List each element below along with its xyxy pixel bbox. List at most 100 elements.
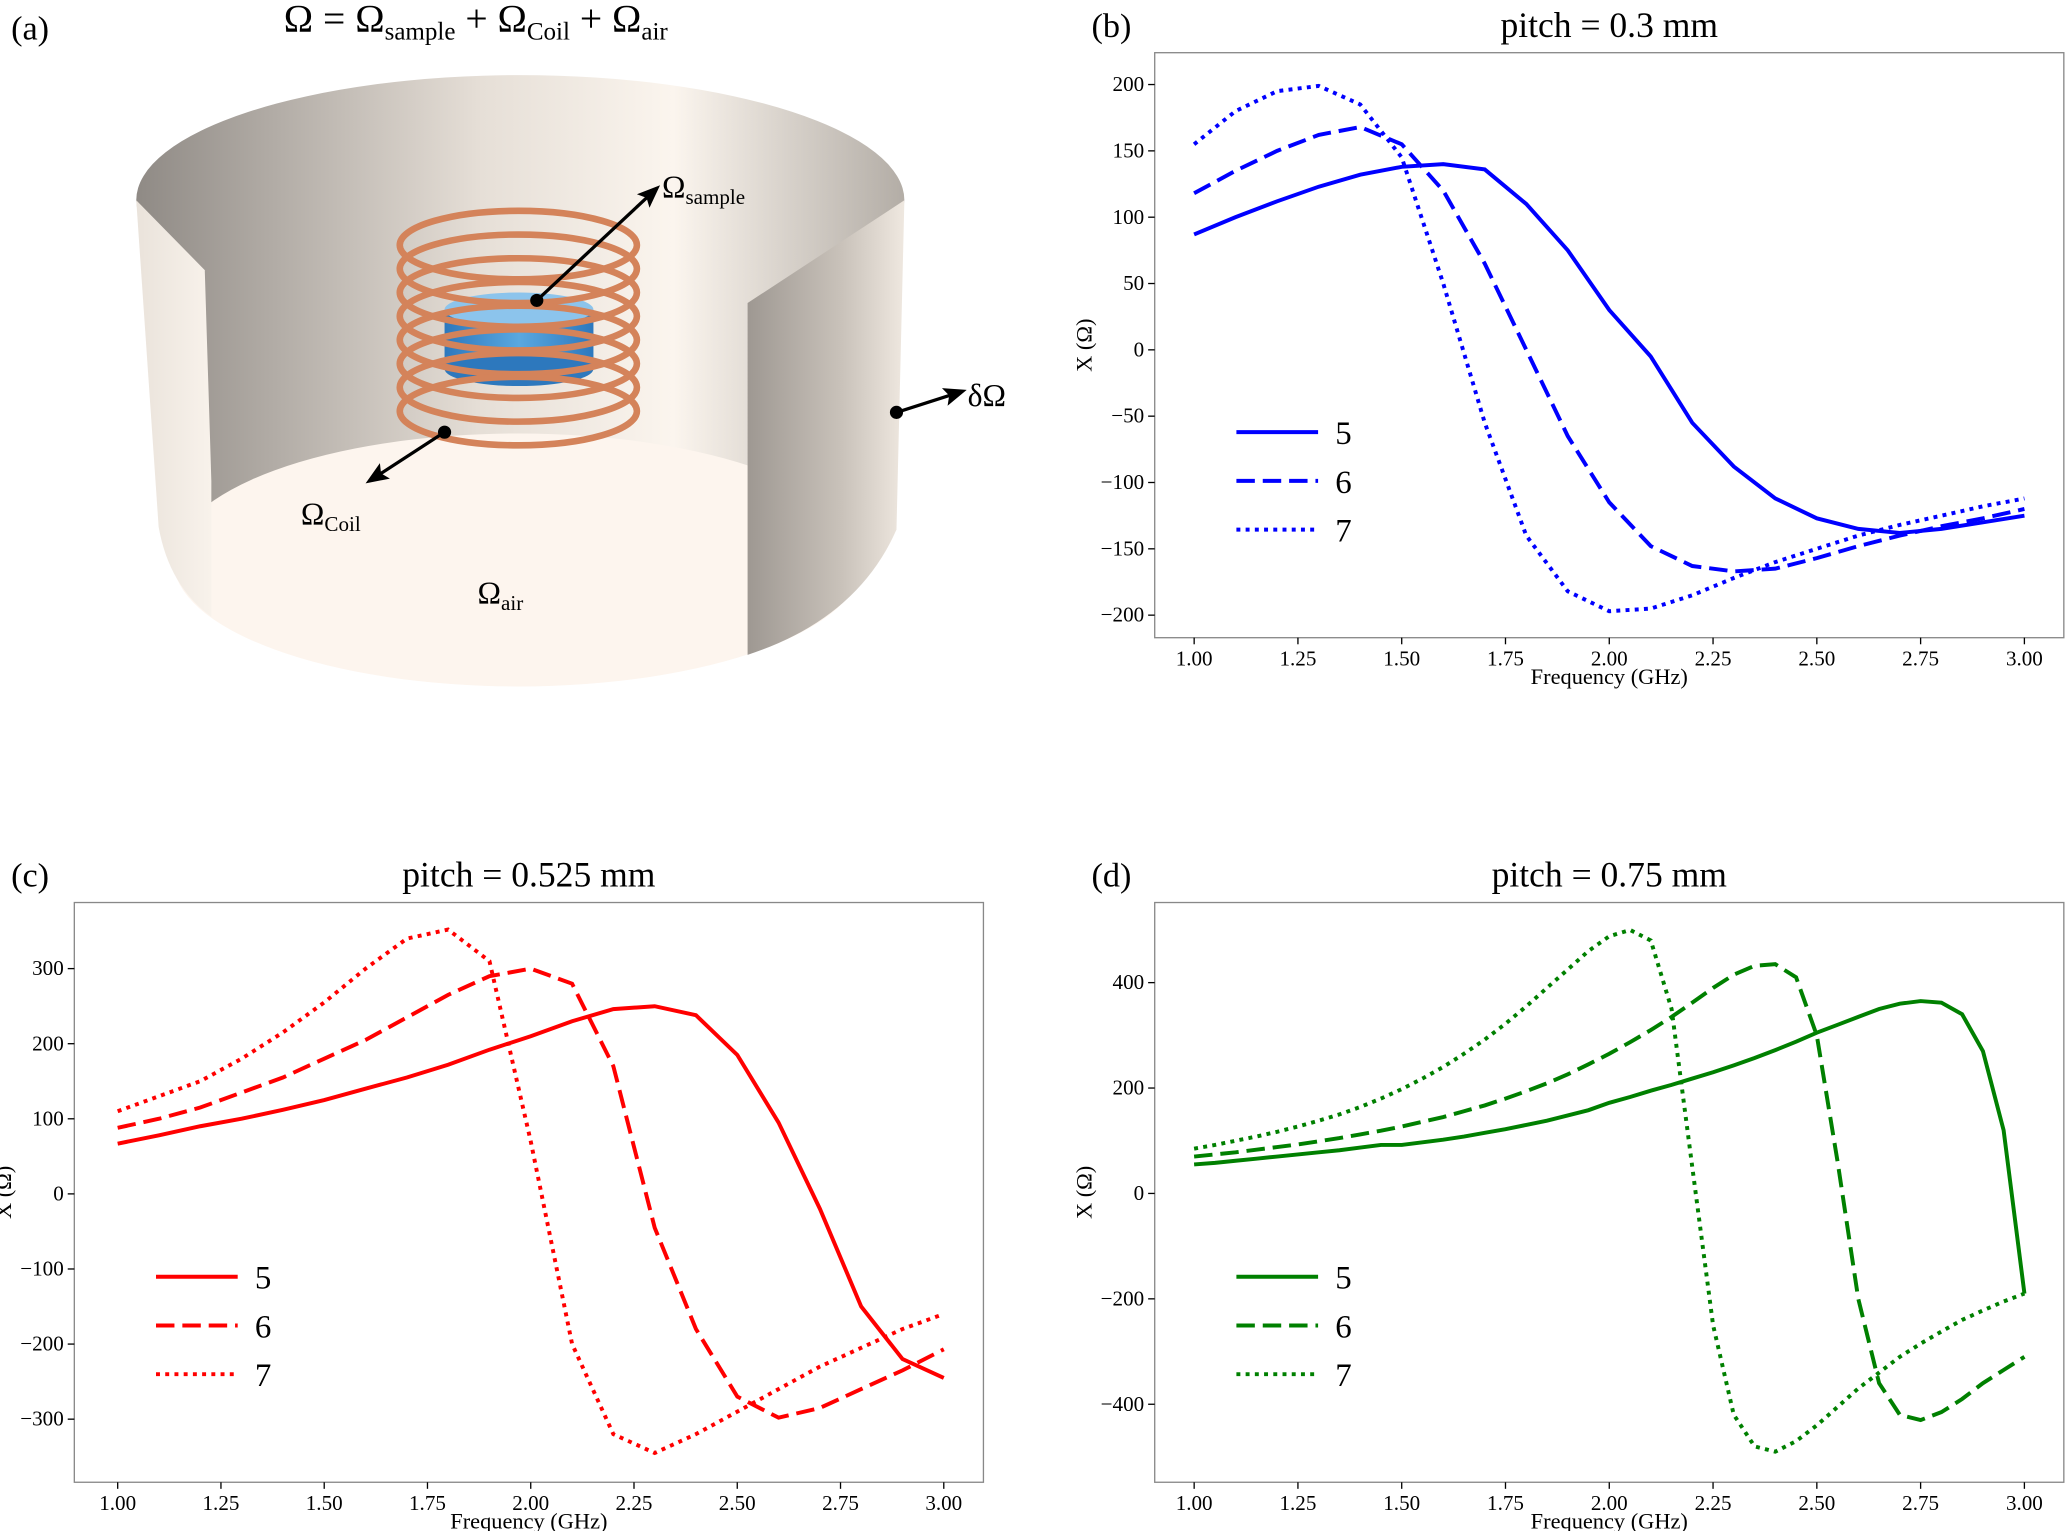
- arrows: [365, 185, 967, 484]
- series-line: [1192, 83, 2025, 614]
- y-tick-label: 200: [1113, 72, 1145, 96]
- y-tick-label: −150: [1101, 536, 1145, 560]
- x-tick-label: 2.50: [1798, 1491, 1835, 1515]
- legend-label: 6: [1335, 1309, 1351, 1345]
- panel-label: (d): [1091, 857, 1131, 895]
- y-tick-label: −300: [20, 1407, 64, 1431]
- legend-label: 6: [255, 1309, 271, 1345]
- legend-label: 5: [255, 1261, 271, 1297]
- x-tick-label: 1.75: [1487, 1491, 1524, 1515]
- x-tick-label: 1.25: [1279, 1491, 1316, 1515]
- legend-label: 6: [1335, 465, 1351, 501]
- x-tick-label: 2.00: [1591, 646, 1628, 670]
- equation-text: + Ω: [455, 0, 526, 41]
- y-tick-label: −100: [1101, 470, 1145, 494]
- x-tick-label: 1.00: [1176, 1491, 1213, 1515]
- x-tick-label: 3.00: [2006, 1491, 2043, 1515]
- y-tick-label: 200: [1113, 1076, 1145, 1100]
- boundary-label: δΩ: [968, 378, 1006, 413]
- series-line: [1193, 927, 2026, 1454]
- equation-text: + Ω: [570, 0, 641, 41]
- y-tick-label: −200: [1101, 603, 1145, 627]
- x-tick-label: 1.75: [409, 1491, 446, 1515]
- chart: (d) pitch = 0.75 mm Frequency (GHz) X (Ω) 1.…: [1071, 855, 2065, 1531]
- y-tick-label: 400: [1113, 970, 1145, 994]
- y-axis-label: X (Ω): [1071, 319, 1096, 372]
- arrow-dots: [437, 293, 904, 439]
- equation-text: Ω = Ω: [284, 0, 385, 41]
- y-tick-label: 100: [1113, 205, 1145, 229]
- sample-label: Ωsample: [662, 170, 745, 210]
- x-tick-label: 1.00: [99, 1491, 136, 1515]
- x-tick-label: 3.00: [925, 1491, 962, 1515]
- subscript: air: [501, 591, 523, 615]
- legend-label: 7: [255, 1358, 271, 1394]
- x-tick-label: 2.25: [616, 1491, 653, 1515]
- x-axis-label: Frequency (GHz): [1531, 664, 1688, 689]
- plot-frame: [1154, 901, 2065, 1483]
- x-tick-label: 2.75: [822, 1491, 859, 1515]
- series-line: [117, 1004, 945, 1380]
- y-tick-label: −400: [1101, 1392, 1145, 1416]
- y-tick-label: −200: [20, 1332, 64, 1356]
- subscript: Coil: [324, 512, 360, 536]
- panel-label: (a): [11, 10, 49, 48]
- panel-label: (b): [1091, 7, 1131, 45]
- subscript: sample: [685, 185, 745, 209]
- y-axis-label: X (Ω): [1071, 1166, 1096, 1219]
- y-tick-label: 200: [32, 1031, 64, 1055]
- series-line: [116, 927, 945, 1456]
- y-tick-label: 100: [32, 1106, 64, 1130]
- y-tick-label: −100: [20, 1257, 64, 1281]
- equation-sub: sample: [385, 19, 456, 46]
- x-tick-label: 2.75: [1902, 646, 1939, 670]
- plot-frame: [73, 901, 985, 1483]
- y-tick-label: 150: [1113, 138, 1145, 162]
- chart: (c) pitch = 0.525 mm Frequency (GHz) X (Ω) 1…: [0, 855, 985, 1531]
- x-axis-label: Frequency (GHz): [1531, 1508, 1688, 1531]
- series-line: [1193, 124, 2025, 574]
- x-tick-label: 2.25: [1695, 1491, 1732, 1515]
- series-line: [1193, 999, 2027, 1294]
- left-wall: [136, 200, 212, 617]
- plot-frame: [1154, 52, 2065, 639]
- x-axis-label: Frequency (GHz): [450, 1508, 607, 1531]
- x-tick-label: 2.50: [1798, 646, 1835, 670]
- y-tick-label: 300: [32, 956, 64, 980]
- symbol: Ω: [662, 170, 686, 205]
- x-tick-label: 1.50: [1383, 646, 1420, 670]
- series-line: [117, 966, 945, 1420]
- x-tick-label: 1.75: [1487, 646, 1524, 670]
- y-tick-label: −50: [1111, 404, 1144, 428]
- symbol: Ω: [477, 575, 501, 610]
- y-tick-label: 0: [1134, 337, 1145, 361]
- chart-title: pitch = 0.75 mm: [1492, 855, 1728, 895]
- x-tick-label: 1.50: [1383, 1491, 1420, 1515]
- equation-sub: Coil: [527, 19, 570, 46]
- x-tick-label: 1.25: [1279, 646, 1316, 670]
- diagram: (a) Ω = Ωsample + ΩCoil + Ωair Ωsample Ω…: [11, 0, 1006, 687]
- x-tick-label: 2.00: [1591, 1491, 1628, 1515]
- symbol: Ω: [301, 496, 325, 531]
- chart: (b) pitch = 0.3 mm Frequency (GHz) X (Ω) 1.0…: [1071, 5, 2065, 689]
- chart-title: pitch = 0.525 mm: [402, 855, 656, 895]
- air-label: Ωair: [477, 575, 523, 615]
- legend-label: 7: [1335, 1358, 1351, 1394]
- x-tick-label: 2.25: [1695, 646, 1732, 670]
- equation-sub: air: [641, 19, 668, 46]
- y-tick-label: 0: [53, 1181, 64, 1205]
- series-line: [1193, 962, 2026, 1423]
- x-tick-label: 3.00: [2006, 646, 2043, 670]
- x-tick-label: 2.75: [1902, 1491, 1939, 1515]
- coil: [396, 207, 641, 449]
- y-tick-label: −200: [1101, 1286, 1145, 1310]
- legend-label: 5: [1335, 1261, 1351, 1297]
- y-tick-label: 50: [1123, 271, 1144, 295]
- y-axis-label: X (Ω): [0, 1166, 16, 1219]
- legend-label: 7: [1335, 514, 1351, 550]
- chart-title: pitch = 0.3 mm: [1500, 5, 1718, 45]
- floor: [173, 433, 864, 687]
- x-tick-label: 1.25: [203, 1491, 240, 1515]
